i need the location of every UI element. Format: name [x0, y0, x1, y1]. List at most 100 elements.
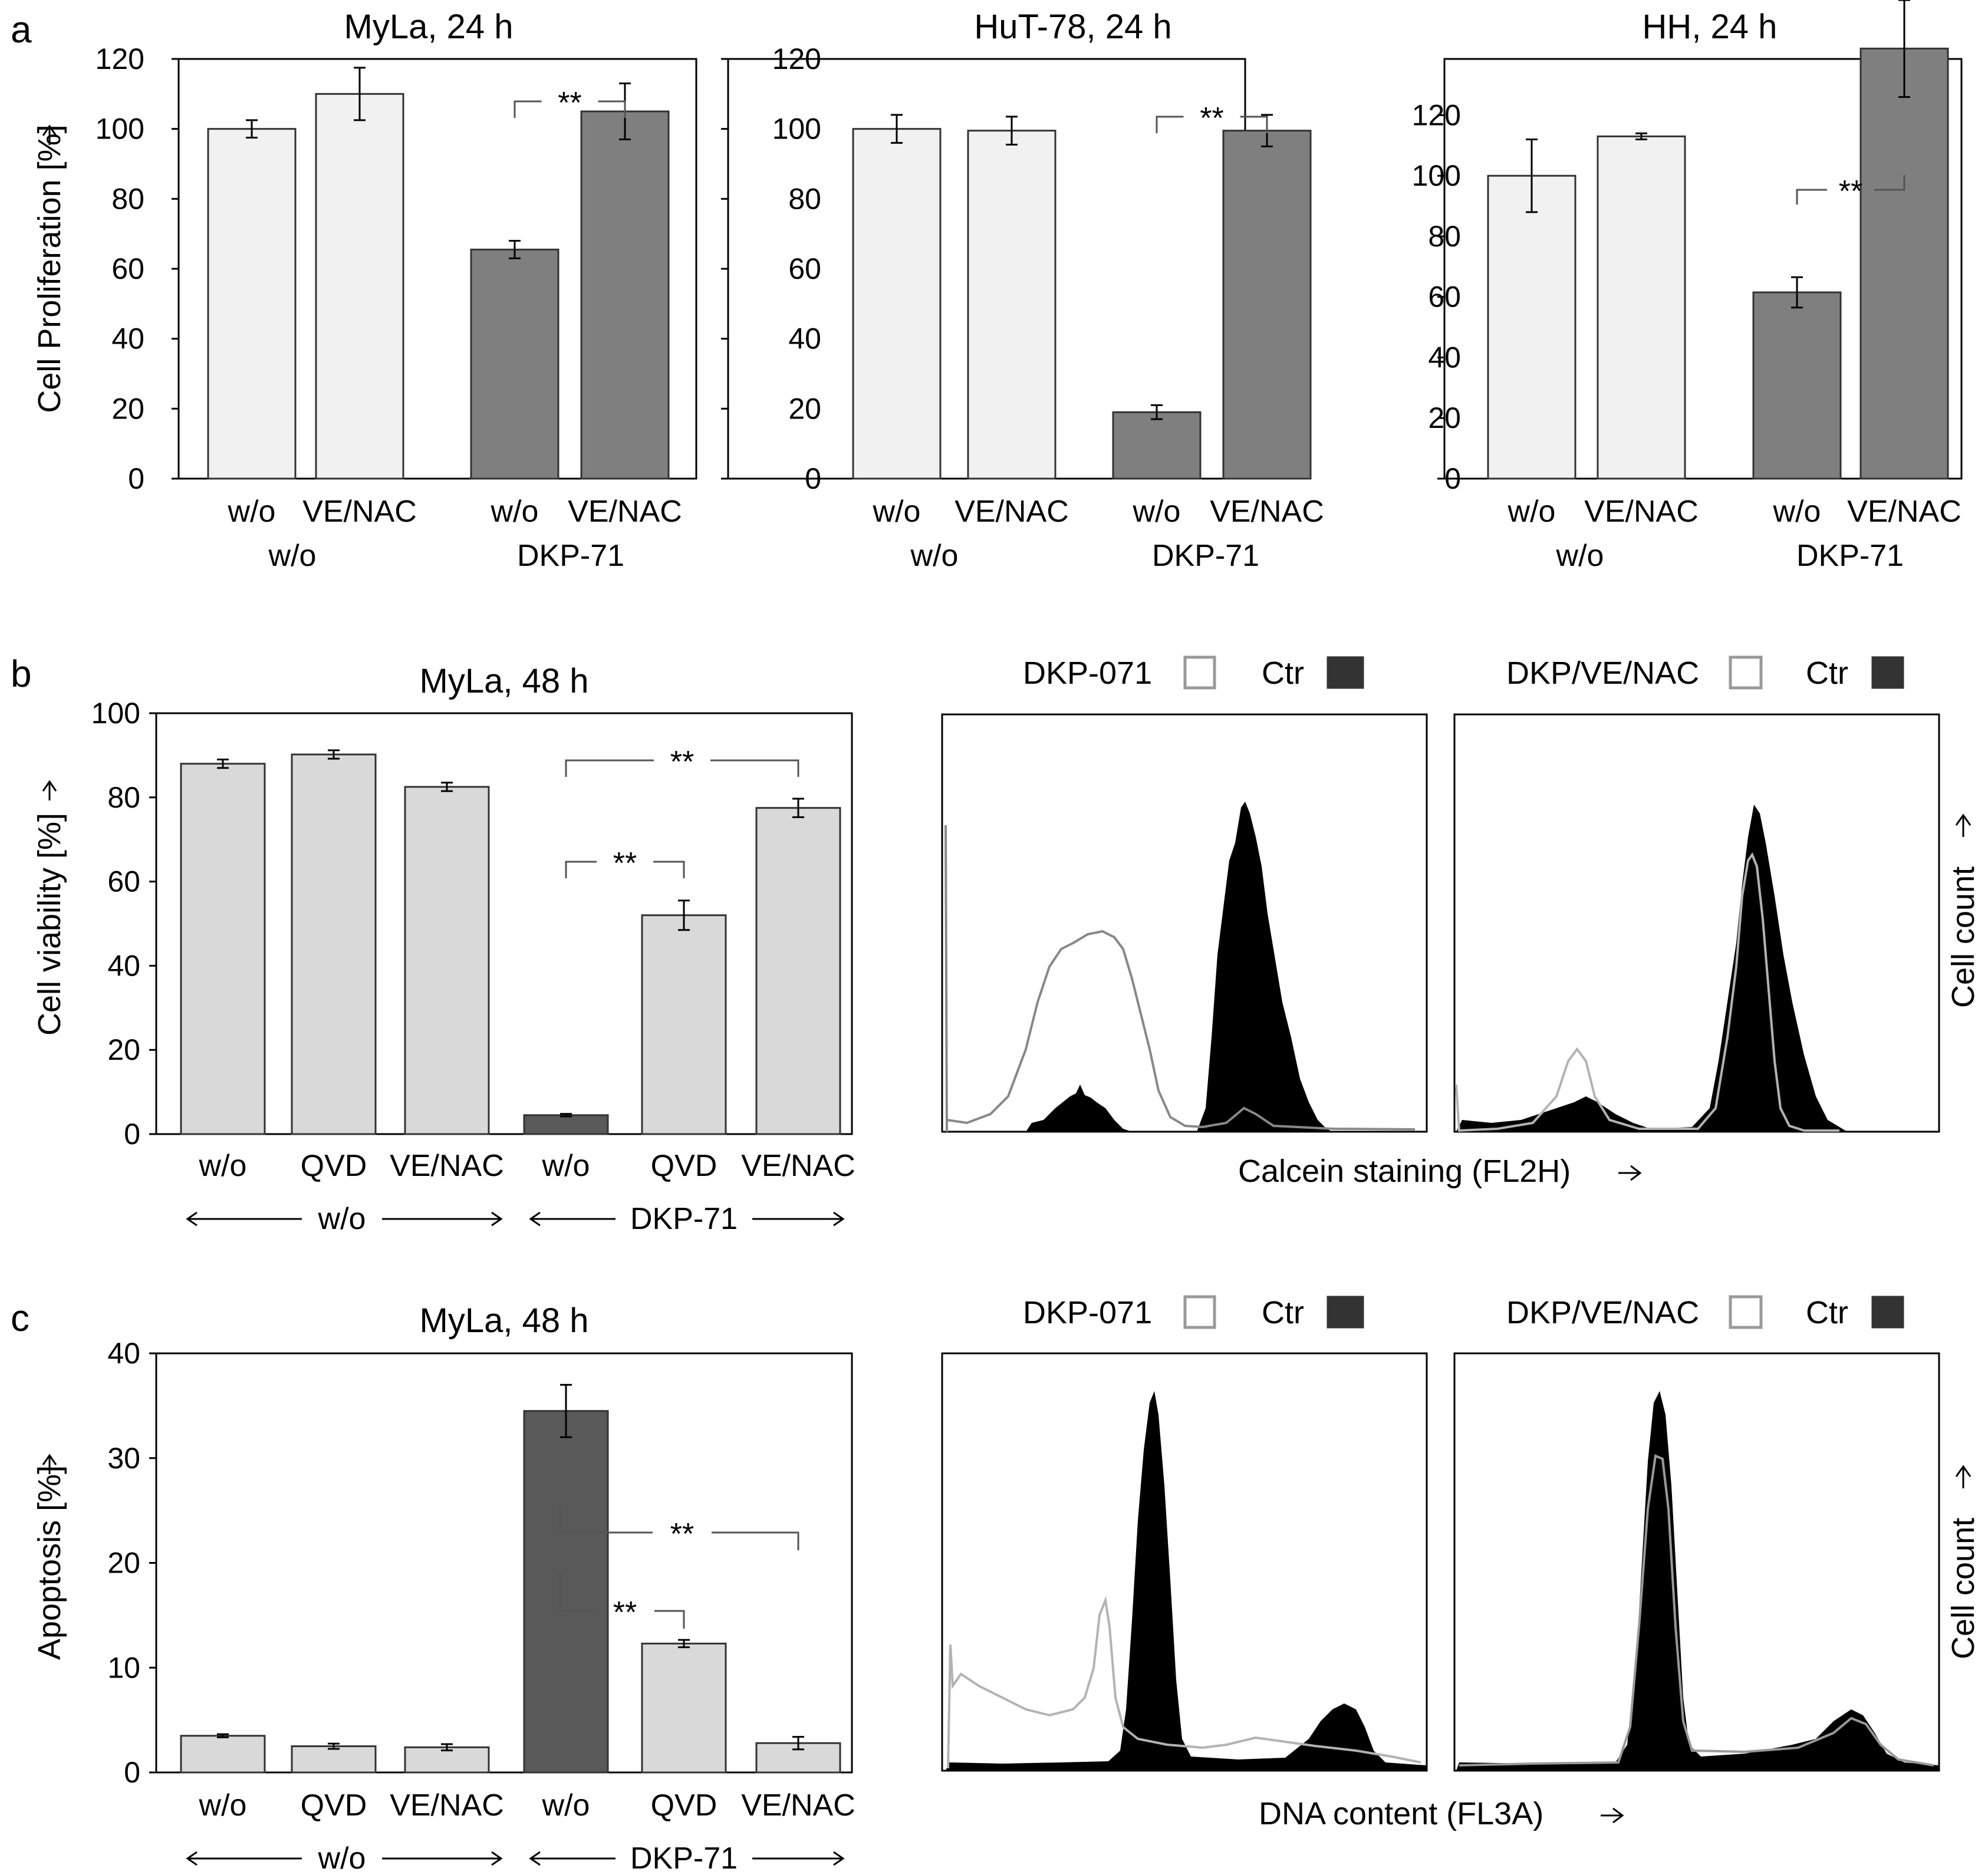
bar: [852, 128, 942, 480]
histogram-ctr-fill: [1456, 1391, 1939, 1771]
x-category-label: VE/NAC: [390, 1788, 504, 1823]
arrow-right-icon: [1618, 1165, 1642, 1181]
y-tick-label: 60: [1428, 281, 1461, 314]
histogram-dkp-ve-nac-trace: [1459, 1454, 1934, 1767]
histogram-ctr-subpeak: [1026, 1085, 1132, 1132]
x-group-label: DKP-71: [630, 1202, 738, 1236]
x-category-label: VE/NAC: [568, 495, 682, 529]
y-tick-label: 40: [111, 322, 144, 355]
bar: [315, 93, 404, 480]
y-tick-label: 120: [772, 42, 821, 75]
legend-b-right-outline: DKP/VE/NAC: [1506, 655, 1699, 691]
x-category-label: w/o: [873, 495, 921, 529]
error-bar: [792, 798, 804, 818]
bar: [291, 1745, 377, 1774]
error-bar: [560, 1383, 572, 1438]
x-group-label: w/o: [910, 539, 959, 573]
y-tick-label: 100: [772, 113, 821, 146]
legend-b-left-outline: DKP-071: [1023, 655, 1152, 691]
arrow-up-icon: [42, 780, 57, 800]
bar: [523, 1114, 609, 1135]
bar-chart-hut78-24h: HuT-78, 24 h 0 20 40 60 80 100 120 w/o VE/NAC w/o V…: [721, 8, 1324, 573]
arrow-right-icon: [382, 1851, 503, 1866]
error-bar: [1898, 0, 1910, 98]
chart-title: MyLa, 24 h: [344, 8, 514, 46]
arrow-left-icon: [529, 1851, 616, 1866]
bar: [207, 128, 297, 480]
significance-label: **: [1200, 101, 1223, 136]
x-category-label: w/o: [491, 495, 539, 529]
x-category-label: VE/NAC: [1210, 495, 1324, 529]
histogram-panel-b: DKP-071 Ctr DKP/VE/NAC Ctr Calcein stain…: [941, 655, 1981, 1189]
x-category-label: QVD: [301, 1788, 367, 1823]
x-category-label: w/o: [1773, 495, 1821, 529]
x-group-label: DKP-71: [517, 539, 624, 573]
bar-chart-hh-24h: HH, 24 h 0 20 40 60 80 100 120 w/o VE/NAC w/o VE/NA…: [1412, 0, 1963, 573]
error-bar: [891, 114, 903, 144]
arrow-up-icon: [1955, 813, 1971, 837]
bar: [580, 110, 670, 480]
y-tick-label: 80: [111, 182, 144, 215]
error-bar: [246, 119, 258, 139]
significance-label: **: [670, 1517, 694, 1551]
y-tick-label: 0: [124, 1118, 140, 1151]
arrow-left-icon: [529, 1211, 616, 1227]
histogram-ctr-fill: [1456, 805, 1848, 1132]
x-group-label: w/o: [268, 539, 317, 573]
chart-title: HH, 24 h: [1643, 8, 1778, 46]
legend-swatch-outline: [1729, 1295, 1763, 1329]
legend-swatch-outline: [1729, 655, 1763, 690]
x-category-label: w/o: [1133, 495, 1181, 529]
x-category-label: w/o: [542, 1788, 590, 1823]
x-category-label: w/o: [542, 1149, 590, 1183]
x-group-label: w/o: [318, 1202, 366, 1236]
bar: [967, 130, 1056, 480]
significance-label: **: [670, 745, 694, 779]
arrow-right-icon: [1601, 1807, 1624, 1824]
y-tick-label: 40: [107, 1337, 140, 1370]
significance-label: **: [613, 1596, 637, 1630]
x-category-label: VE/NAC: [741, 1788, 855, 1823]
bar: [1487, 174, 1576, 480]
legend-swatch-outline: [1183, 655, 1216, 690]
bar: [1112, 411, 1202, 480]
histogram-dkp-ve-nac-trace: [1455, 852, 1839, 1132]
histogram-dkp-trace: [944, 825, 1416, 1132]
bar-chart-apoptosis-48h: MyLa, 48 h 0 10 20 30 40 Apoptosis [%] w/o QVD VE…: [32, 1301, 855, 1875]
y-tick-label: 30: [107, 1442, 140, 1475]
y-tick-label: 80: [107, 781, 140, 814]
x-category-label: VE/NAC: [954, 495, 1069, 529]
y-tick-label: 20: [107, 1033, 140, 1066]
error-bar: [1006, 116, 1018, 146]
y-tick-label: 80: [1428, 220, 1461, 253]
x-category-label: QVD: [651, 1149, 717, 1183]
error-bar: [792, 1736, 804, 1751]
y-tick-label: 20: [1428, 401, 1461, 434]
histogram-c-ylabel: Cell count: [1946, 1518, 1981, 1659]
bar: [1859, 47, 1949, 480]
legend-swatch-filled: [1327, 656, 1364, 689]
bar: [1752, 291, 1842, 480]
arrow-left-icon: [186, 1851, 302, 1866]
histogram-c-xlabel: DNA content (FL3A): [1259, 1796, 1543, 1831]
bar: [180, 1735, 266, 1774]
error-bar: [328, 749, 340, 760]
x-category-label: w/o: [228, 495, 276, 529]
y-tick-label: 100: [91, 697, 140, 730]
significance-bracket: [565, 861, 685, 878]
arrow-right-icon: [752, 1211, 845, 1227]
y-axis-label: Apoptosis [%]: [32, 1465, 67, 1660]
bar: [180, 763, 266, 1135]
x-group-label: w/o: [318, 1841, 366, 1875]
x-category-label: VE/NAC: [1584, 495, 1699, 529]
y-tick-label: 0: [128, 462, 144, 495]
histogram-b-ylabel: Cell count: [1946, 866, 1981, 1008]
x-category-label: VE/NAC: [741, 1149, 855, 1183]
bar: [523, 1410, 609, 1774]
bar: [755, 807, 841, 1135]
legend-c-right-filled: Ctr: [1806, 1295, 1848, 1330]
significance-label: **: [1839, 174, 1862, 209]
panel-letter-c: c: [11, 1297, 29, 1339]
histogram-b-right-frame: [1453, 713, 1940, 1133]
